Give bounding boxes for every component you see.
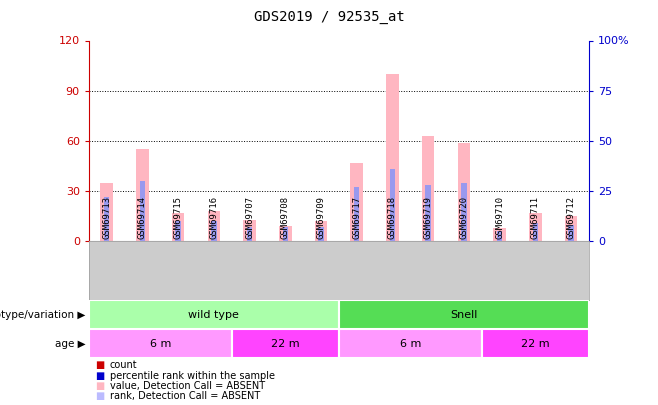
Text: rank, Detection Call = ABSENT: rank, Detection Call = ABSENT — [110, 392, 260, 401]
Bar — [243, 220, 256, 241]
Bar — [494, 228, 506, 241]
Bar — [318, 227, 324, 241]
Bar — [354, 187, 359, 241]
Text: genotype/variation ▶: genotype/variation ▶ — [0, 310, 86, 320]
Bar — [89, 329, 232, 358]
Text: ■: ■ — [95, 381, 105, 391]
Bar — [565, 216, 577, 241]
Text: wild type: wild type — [188, 310, 240, 320]
Bar — [497, 231, 502, 241]
Text: GDS2019 / 92535_at: GDS2019 / 92535_at — [253, 10, 405, 24]
Bar — [139, 181, 145, 241]
Text: ■: ■ — [95, 371, 105, 381]
Bar — [532, 223, 538, 241]
Bar — [176, 221, 181, 241]
Text: count: count — [110, 360, 138, 371]
Text: age ▶: age ▶ — [55, 339, 86, 349]
Bar — [426, 185, 431, 241]
Text: 22 m: 22 m — [271, 339, 299, 349]
Bar — [461, 183, 467, 241]
Bar — [390, 169, 395, 241]
Bar — [208, 211, 220, 241]
Bar — [457, 143, 470, 241]
Bar — [283, 227, 288, 241]
Bar — [172, 213, 184, 241]
Bar — [211, 221, 216, 241]
Text: value, Detection Call = ABSENT: value, Detection Call = ABSENT — [110, 381, 265, 391]
Bar — [351, 163, 363, 241]
Bar — [529, 213, 542, 241]
Bar — [569, 225, 574, 241]
Text: Snell: Snell — [450, 310, 478, 320]
Bar — [422, 136, 434, 241]
Text: ■: ■ — [95, 392, 105, 401]
Text: ■: ■ — [95, 360, 105, 371]
Bar — [315, 221, 327, 241]
Bar — [232, 329, 339, 358]
Text: 6 m: 6 m — [149, 339, 171, 349]
Bar — [482, 329, 589, 358]
Text: 6 m: 6 m — [399, 339, 421, 349]
Bar — [339, 300, 589, 329]
Bar — [89, 300, 339, 329]
Bar — [386, 74, 399, 241]
Bar — [101, 183, 113, 241]
Text: 22 m: 22 m — [521, 339, 549, 349]
Bar — [136, 149, 149, 241]
Bar — [279, 226, 291, 241]
Bar — [339, 329, 482, 358]
Bar — [104, 197, 109, 241]
Text: percentile rank within the sample: percentile rank within the sample — [110, 371, 275, 381]
Bar — [247, 227, 252, 241]
